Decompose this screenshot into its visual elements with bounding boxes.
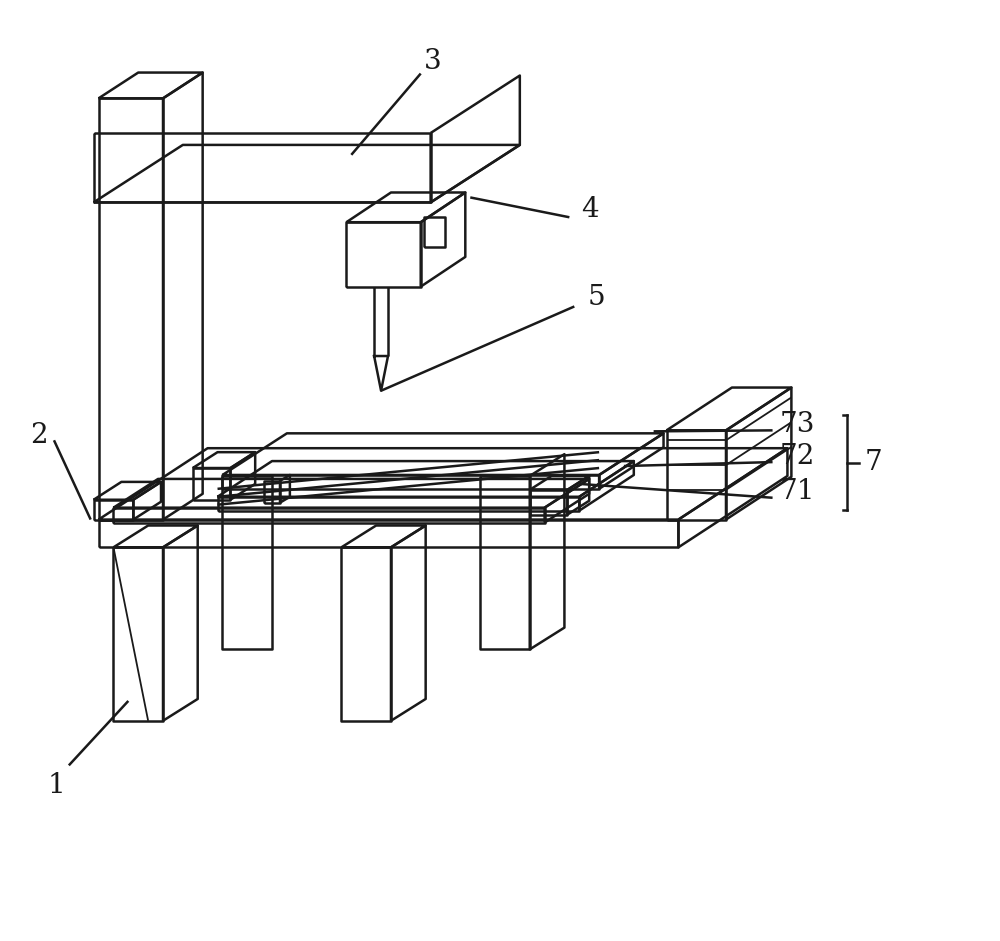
Text: 1: 1	[47, 772, 65, 799]
Text: 3: 3	[424, 48, 441, 75]
Text: 7: 7	[865, 449, 882, 476]
Text: 2: 2	[30, 422, 48, 449]
Text: 73: 73	[780, 411, 815, 438]
Text: 4: 4	[581, 196, 599, 223]
Text: 72: 72	[780, 442, 815, 470]
Text: 5: 5	[587, 284, 605, 311]
Text: 71: 71	[780, 478, 815, 505]
